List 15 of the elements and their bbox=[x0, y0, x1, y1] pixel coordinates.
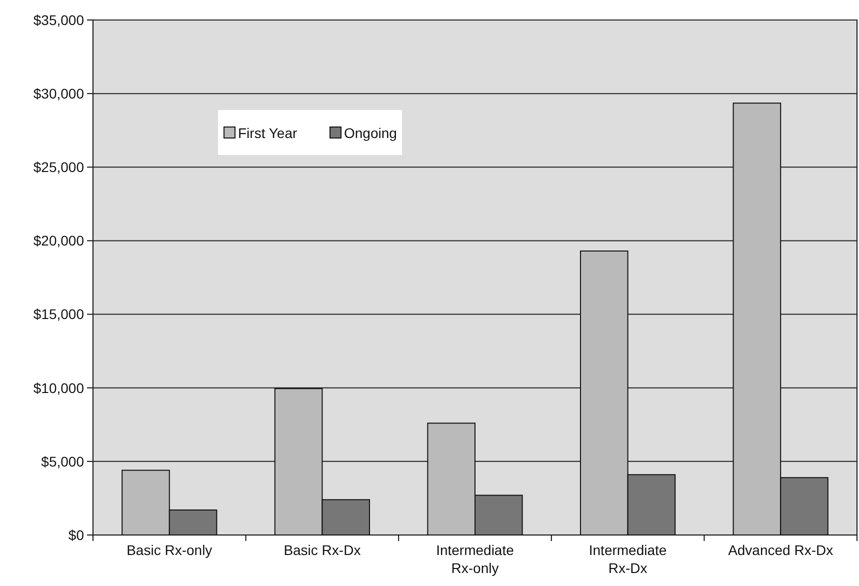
y-tick-label: $20,000 bbox=[33, 232, 84, 249]
x-tick-label: Basic Rx-only bbox=[126, 542, 212, 558]
y-tick-label: $35,000 bbox=[33, 12, 84, 28]
y-tick-label: $5,000 bbox=[41, 453, 84, 470]
x-tick-label: Intermediate Rx-only bbox=[436, 542, 514, 576]
y-tick-label: $15,000 bbox=[33, 306, 84, 322]
x-tick-label: Intermediate Rx-Dx bbox=[588, 542, 667, 576]
y-tick-label: $25,000 bbox=[33, 159, 84, 176]
y-tick-label: $0 bbox=[68, 526, 84, 543]
y-tick-label: $30,000 bbox=[33, 85, 84, 102]
x-tick-label: Advanced Rx-Dx bbox=[728, 542, 834, 558]
legend-label: Ongoing bbox=[344, 124, 397, 141]
x-tick-label: Basic Rx-Dx bbox=[284, 542, 361, 558]
y-tick-label: $10,000 bbox=[33, 380, 84, 396]
legend-label: First Year bbox=[238, 124, 298, 141]
